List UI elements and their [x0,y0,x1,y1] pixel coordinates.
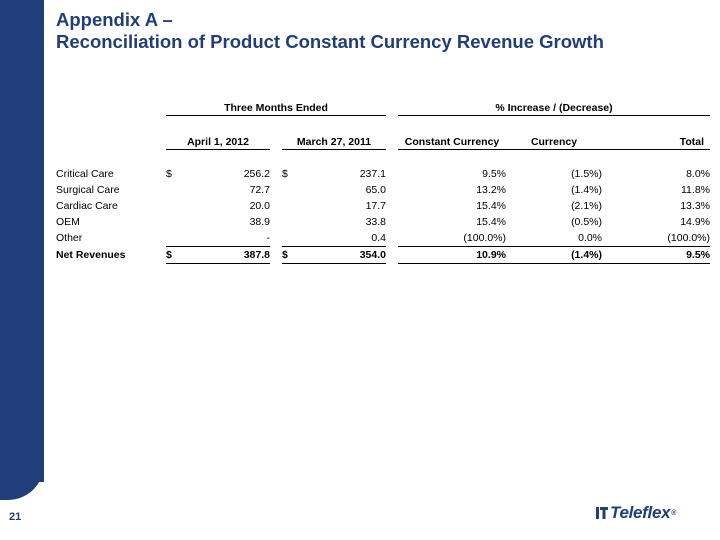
reconciliation-table: Three Months Ended % Increase / (Decreas… [56,98,710,264]
title-line-1: Appendix A – [56,9,173,30]
logo-wordmark: Teleflex [610,503,671,522]
left-sidebar-curve [0,440,44,500]
group-header-row: Three Months Ended % Increase / (Decreas… [56,98,710,116]
col-constant-currency: Constant Currency [398,132,506,150]
page-title: Appendix A – Reconciliation of Product C… [56,9,604,53]
column-header-row: April 1, 2012 March 27, 2011 Constant Cu… [56,132,710,150]
table-row: OEM 38.9 33.8 15.4% (0.5%) 14.9% [56,216,710,228]
col-total: Total [602,132,710,150]
teleflex-logo: Teleflex ® [596,503,676,523]
table-row: Critical Care $ 256.2 $ 237.1 9.5% (1.5%… [56,168,710,180]
col-currency: Currency [506,132,602,150]
left-sidebar-band [0,0,44,482]
table-row: Other - 0.4 (100.0%) 0.0% (100.0%) [56,232,710,245]
logo-registered-mark: ® [671,509,677,517]
teleflex-mark-icon [596,507,608,519]
three-months-ended-header: Three Months Ended [166,98,386,116]
page-number: 21 [9,511,22,523]
col-march-2011: March 27, 2011 [282,132,386,150]
net-revenues-row: Net Revenues $ 387.8 $ 354.0 10.9% (1.4%… [56,246,710,264]
title-line-2: Reconciliation of Product Constant Curre… [56,31,604,52]
pct-change-header: % Increase / (Decrease) [398,98,710,116]
table-row: Cardiac Care 20.0 17.7 15.4% (2.1%) 13.3… [56,200,710,212]
col-april-2012: April 1, 2012 [166,132,270,150]
table-row: Surgical Care 72.7 65.0 13.2% (1.4%) 11.… [56,184,710,196]
